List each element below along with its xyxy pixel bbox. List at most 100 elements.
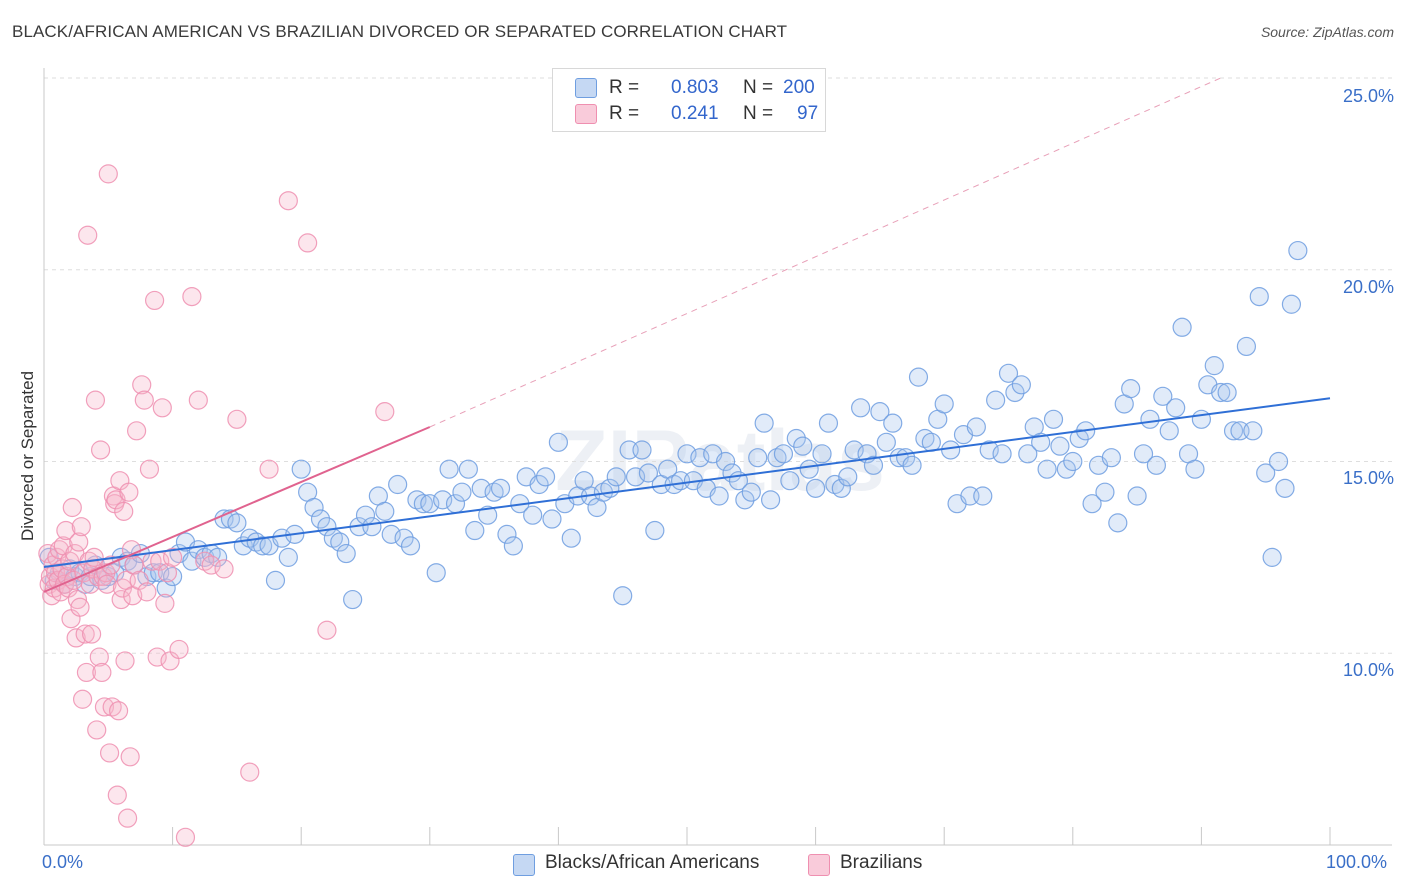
point-blacks [1133,444,1154,464]
point-blacks [1236,336,1257,357]
point-blacks [870,402,890,422]
point-brazilians [144,290,165,311]
point-blacks [426,563,446,583]
point-brazilians [99,743,120,763]
point-blacks [1140,409,1160,429]
point-blacks [1108,513,1128,533]
point-blacks [388,474,408,495]
point-blacks [934,394,954,414]
point-blacks [992,444,1012,464]
point-blacks [606,467,626,487]
point-blacks [413,494,433,514]
point-blacks [330,532,350,552]
point-blacks [1050,436,1070,456]
point-blacks [420,494,440,514]
point-brazilians [182,286,202,307]
point-blacks [1166,398,1186,418]
point-blacks [458,459,478,479]
point-blacks [799,459,819,479]
point-brazilians [67,589,88,610]
trend-line-brazilians [43,426,431,593]
point-brazilians [119,482,139,502]
point-blacks [638,463,659,483]
point-blacks [478,505,498,525]
point-blacks [941,440,961,460]
point-brazilians [62,497,82,518]
series-blacks-points [39,240,1308,610]
point-blacks [760,490,781,510]
point-blacks [1069,428,1089,449]
point-blacks [304,497,324,518]
point-blacks [966,417,986,437]
point-brazilians [278,191,298,211]
point-blacks [645,520,665,541]
point-blacks [1268,451,1289,472]
point-brazilians [132,375,152,395]
chart-title: BLACK/AFRICAN AMERICAN VS BRAZILIAN DIVO… [12,22,788,41]
point-brazilians [84,547,104,567]
point-blacks [998,363,1019,383]
point-blacks [1185,459,1205,479]
bottom-legend-swatch-blue [513,854,535,876]
point-blacks [613,586,633,606]
point-blacks [677,444,697,464]
point-blacks [1153,386,1173,406]
point-blacks [336,543,356,564]
point-brazilians [70,597,90,617]
point-blacks [1249,286,1269,307]
point-blacks [253,536,273,556]
point-brazilians [227,409,247,429]
point-blacks [780,471,800,491]
point-blacks [343,589,363,610]
legend-r-label: R = [609,77,640,98]
point-brazilians [72,689,93,709]
point-blacks [375,501,395,521]
point-blacks [291,459,311,479]
point-brazilians [175,827,196,847]
point-blacks [265,570,286,590]
point-brazilians [163,547,183,567]
point-blacks [921,432,941,452]
point-blacks [876,432,896,452]
point-brazilians [240,762,260,782]
bottom-legend-swatch-pink [808,854,830,876]
point-blacks [715,451,736,472]
y-tick-label-10: 10.0% [1342,660,1394,680]
point-blacks [433,490,453,510]
bottom-legend-label: Brazilians [840,852,923,873]
point-brazilians [298,233,318,253]
point-blacks [1217,382,1237,403]
point-brazilians [201,555,221,575]
point-brazilians [108,701,129,721]
y-axis-label: Divorced or Separated [18,370,37,542]
point-blacks [1288,240,1308,261]
point-blacks [497,524,517,544]
point-blacks [1082,494,1102,514]
point-blacks [542,509,562,529]
trend-lines [43,77,1331,593]
point-brazilians [76,662,97,683]
point-blacks [1275,478,1295,498]
point-brazilians [147,647,167,667]
legend-r-label: R = [609,103,640,124]
point-blacks [1037,459,1057,479]
point-blacks [831,478,851,498]
point-blacks [851,398,871,418]
point-blacks [1031,432,1051,452]
point-brazilians [90,440,111,460]
point-blacks [1056,459,1076,479]
point-brazilians [117,808,138,828]
point-brazilians [129,570,149,590]
point-blacks [439,459,459,479]
point-blacks [1204,356,1224,376]
point-blacks [163,566,183,587]
legend-swatch-blue [575,78,597,98]
point-brazilians [214,559,234,579]
point-blacks [1146,455,1166,475]
point-blacks [1043,409,1064,429]
legend-swatch-pink [575,104,597,124]
point-brazilians [188,390,208,410]
point-blacks [748,448,768,468]
point-blacks [1256,463,1276,483]
